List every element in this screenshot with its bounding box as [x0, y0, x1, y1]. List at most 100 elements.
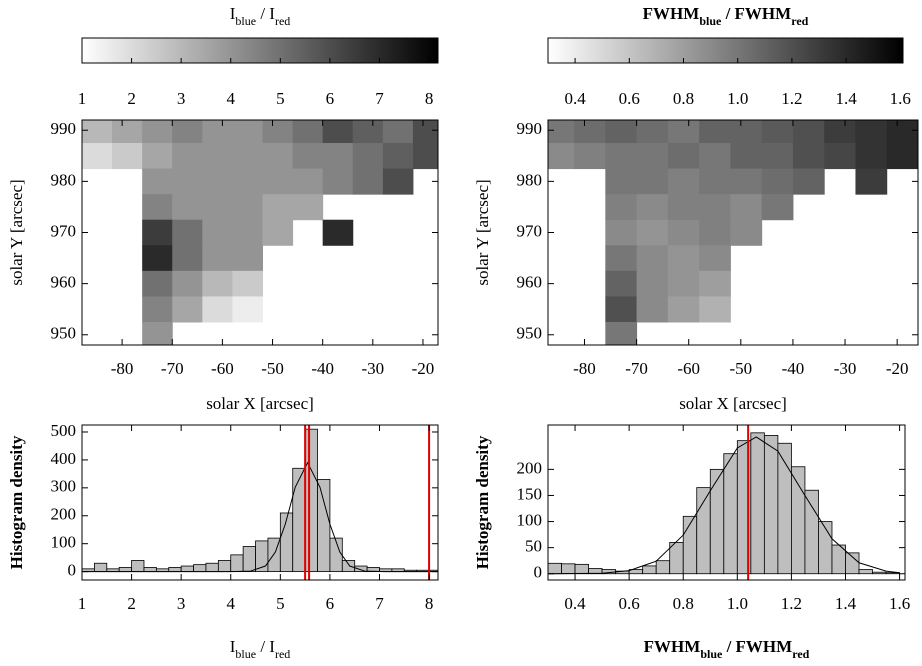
plot-frame [81, 119, 439, 346]
x-tick-label: 1.4 [835, 89, 857, 108]
heatmap-cell [112, 120, 143, 144]
colorbar [548, 38, 903, 63]
bar [709, 468, 725, 575]
heatmap-cell [262, 143, 294, 170]
x-tick-label: -30 [834, 359, 857, 378]
y-tick-label: 50 [525, 537, 542, 556]
heatmap-cell [667, 219, 700, 246]
fit-curve [548, 436, 900, 575]
heatmap-cell [605, 143, 638, 170]
heatmap-cell [699, 143, 731, 170]
bar [548, 562, 562, 575]
heatmap-cell [232, 270, 264, 297]
label-part: blue [235, 14, 256, 28]
heatmap-cell [886, 143, 918, 170]
heatmap-cell [172, 120, 203, 144]
bar [217, 560, 232, 573]
heatmap-cell [202, 245, 233, 272]
heatmap-cell [382, 168, 414, 195]
heatmap-cell [667, 245, 700, 272]
heatmap-cell [855, 168, 888, 195]
heatmap-cell [761, 194, 794, 221]
bar [317, 479, 331, 573]
label-part: red [275, 647, 290, 661]
heatmap-cell [202, 168, 233, 195]
heatmap-cell [605, 120, 638, 144]
bar [791, 466, 806, 575]
label-part: I [230, 4, 236, 23]
heatmap-cell [382, 143, 414, 170]
heatmap-cell [699, 168, 731, 195]
x-tick-label: -30 [361, 359, 384, 378]
y-tick-label: 150 [517, 484, 543, 503]
heatmap-cell [730, 168, 763, 195]
heatmap-cell [636, 245, 669, 272]
heatmap-cell [699, 245, 731, 272]
label-part: red [791, 14, 808, 28]
heatmap-cell [761, 143, 794, 170]
bar [696, 487, 711, 575]
heatmap-cell [730, 219, 763, 246]
y-axis-label: solar Y [arcsec] [7, 179, 26, 285]
heatmap-cell [730, 143, 763, 170]
label-part: red [275, 14, 290, 28]
heatmap-cell [292, 120, 324, 144]
heatmap-cell [202, 143, 233, 170]
heatmap-cell [605, 270, 638, 297]
fit-curve [82, 461, 438, 573]
y-tick-label: 0 [534, 563, 543, 582]
heatmap-cell [142, 321, 173, 345]
heatmap-cell [82, 143, 113, 170]
colorbar-frame [547, 37, 904, 64]
y-tick-label: 200 [517, 458, 543, 477]
x-tick-label: 2 [127, 594, 136, 613]
heatmap-cell [412, 120, 438, 144]
bar [574, 563, 589, 575]
y-tick-label: 100 [51, 533, 77, 552]
heatmap-cell [667, 194, 700, 221]
x-tick-label: 1.6 [889, 594, 910, 613]
heatmap-cell [232, 168, 264, 195]
x-tick-label: -50 [261, 359, 284, 378]
label-part: / I [256, 637, 275, 656]
bar [858, 569, 873, 575]
heatmap-cell [761, 168, 794, 195]
heatmap-cell [202, 219, 233, 246]
bar [242, 546, 256, 573]
label-part: I [230, 637, 236, 656]
heatmap-cell [322, 168, 354, 195]
x-axis-label: solar X [arcsec] [206, 394, 314, 413]
heatmap-cell [548, 120, 575, 144]
x-tick-label: 0.8 [673, 89, 694, 108]
heatmap-cell [605, 245, 638, 272]
bar [93, 562, 108, 573]
x-tick-label: 3 [177, 594, 186, 613]
heatmap-cell [232, 219, 264, 246]
bar [205, 562, 219, 573]
x-tick-label: 0.8 [673, 594, 694, 613]
plot-frame [81, 424, 439, 581]
heatmap-cell [855, 143, 888, 170]
x-tick-label: 4 [226, 89, 235, 108]
x-tick-label: 5 [276, 594, 285, 613]
y-tick-label: 300 [51, 477, 77, 496]
heatmap-cell [636, 270, 669, 297]
heatmap-cell [142, 296, 173, 323]
heatmap-cell [730, 194, 763, 221]
x-tick-label: 6 [326, 89, 335, 108]
heatmap-cell [262, 120, 294, 144]
heatmap-cell [605, 321, 638, 345]
x-tick-label: -60 [677, 359, 700, 378]
x-axis-label: Iblue / Ired [230, 637, 291, 661]
heatmap-cell [142, 270, 173, 297]
bar [804, 489, 819, 575]
heatmap-cell [636, 219, 669, 246]
x-tick-label: -50 [729, 359, 752, 378]
x-tick-label: 6 [326, 594, 335, 613]
label-part: blue [699, 14, 722, 28]
x-tick-label: 0.6 [619, 594, 640, 613]
heatmap-cell [232, 245, 264, 272]
heatmap-cell [142, 219, 173, 246]
y-tick-label: 0 [68, 561, 77, 580]
